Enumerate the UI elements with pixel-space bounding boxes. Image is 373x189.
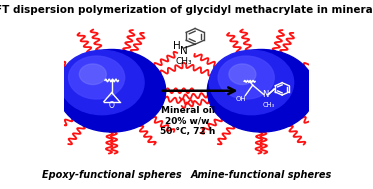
Circle shape <box>207 50 315 132</box>
Circle shape <box>229 64 256 84</box>
Text: N: N <box>262 90 268 99</box>
Circle shape <box>79 64 106 84</box>
Circle shape <box>60 50 144 115</box>
Circle shape <box>69 56 125 99</box>
Text: Epoxy-functional spheres: Epoxy-functional spheres <box>42 170 182 180</box>
Text: CH₃: CH₃ <box>263 102 275 108</box>
Circle shape <box>58 50 166 132</box>
Text: O: O <box>109 101 115 110</box>
Text: OH: OH <box>235 96 246 102</box>
Text: Amine-functional spheres: Amine-functional spheres <box>191 170 332 180</box>
Text: H: H <box>173 41 181 51</box>
Circle shape <box>218 56 274 99</box>
Text: RAFT dispersion polymerization of glycidyl methacrylate in mineral oil: RAFT dispersion polymerization of glycid… <box>0 5 373 15</box>
Text: N: N <box>180 46 188 56</box>
Text: CH₃: CH₃ <box>176 57 192 66</box>
Text: Mineral oil
20% w/w
50 °C, 72 h: Mineral oil 20% w/w 50 °C, 72 h <box>160 106 216 136</box>
Circle shape <box>210 50 294 115</box>
